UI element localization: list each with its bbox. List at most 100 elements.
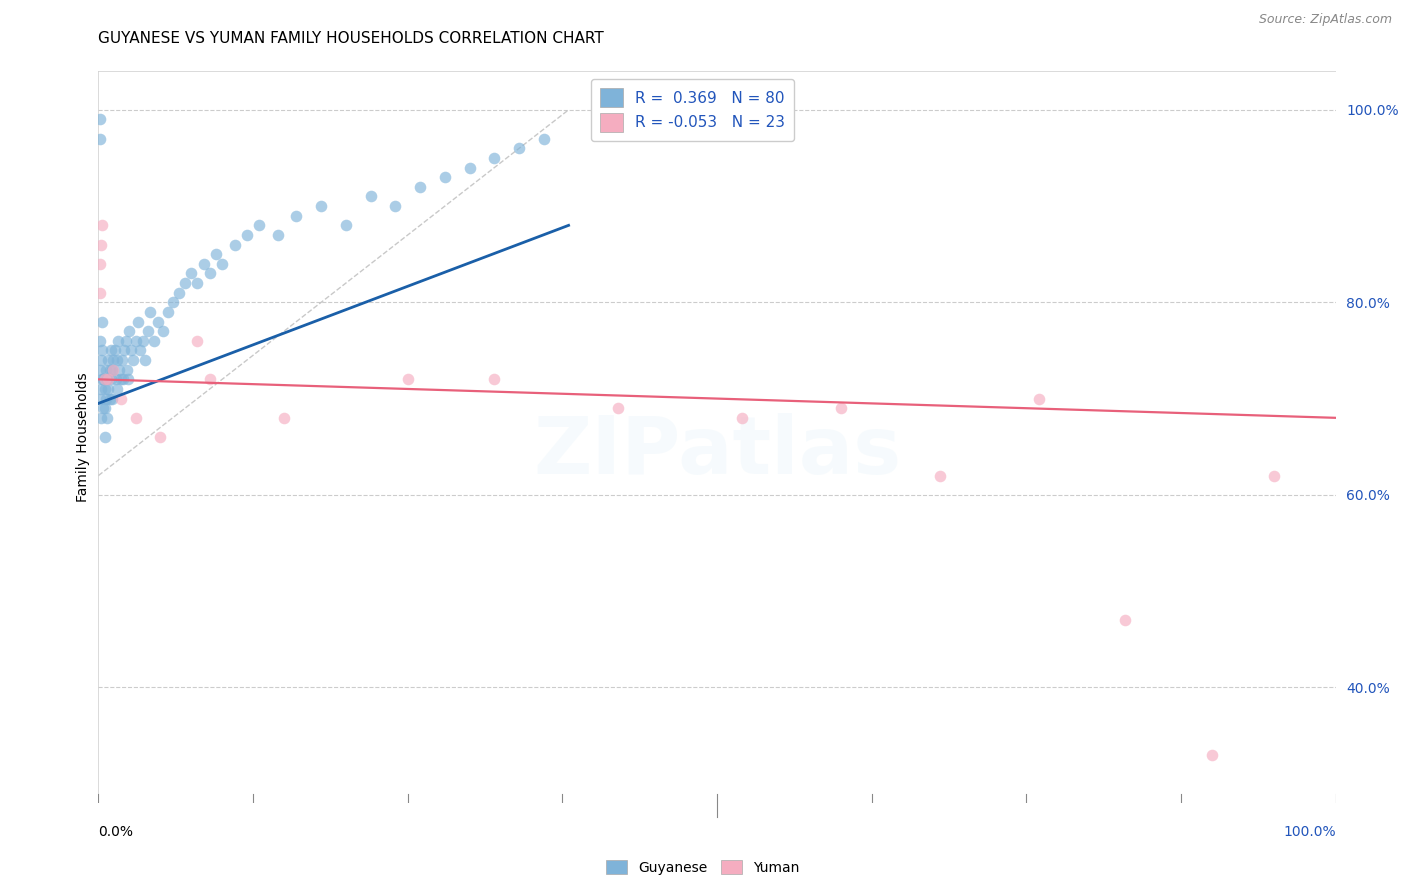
Text: 100.0%: 100.0% [1284,825,1336,839]
Point [108,362,131,376]
Point [236,227,259,242]
Point [120,343,142,358]
Point [110,372,132,386]
Point [115,362,138,376]
Point [205,247,228,261]
Point [107,334,129,348]
Point [89,112,111,127]
Text: GUYANESE VS YUMAN FAMILY HOUSEHOLDS CORRELATION CHART: GUYANESE VS YUMAN FAMILY HOUSEHOLDS CORR… [98,31,605,46]
Point [105,382,128,396]
Point [143,334,166,348]
Point [93,430,115,444]
Point [93,401,115,416]
Point [91,343,114,358]
Point [100,343,122,358]
Point [335,219,357,233]
Point [136,324,159,338]
Point [94,362,117,376]
Point [98,392,121,406]
Point [93,382,115,396]
Point [96,372,118,386]
Point [830,401,852,416]
Point [101,392,124,406]
Point [89,392,111,406]
Point [118,324,141,338]
Point [90,353,112,368]
Point [111,353,134,368]
Point [134,353,156,368]
Point [267,227,290,242]
Point [132,334,155,348]
Point [97,382,120,396]
Point [731,410,754,425]
Point [198,372,221,386]
Point [101,362,124,376]
Point [91,219,114,233]
Point [1263,468,1285,483]
Point [533,132,555,146]
Point [174,276,197,290]
Legend: R =  0.369   N = 80, R = -0.053   N = 23: R = 0.369 N = 80, R = -0.053 N = 23 [591,79,794,141]
Point [285,209,308,223]
Point [124,334,146,348]
Point [433,170,456,185]
Point [146,315,169,329]
Point [114,334,136,348]
Point [104,372,127,386]
Point [186,276,208,290]
Point [91,315,114,329]
Point [122,353,145,368]
Point [180,267,202,281]
Point [156,305,179,319]
Point [384,199,406,213]
Point [89,362,111,376]
Legend: Guyanese, Yuman: Guyanese, Yuman [600,855,806,880]
Point [91,372,114,386]
Point [124,410,146,425]
Point [93,372,115,386]
Point [162,295,184,310]
Point [360,189,382,203]
Text: ZIPatlas: ZIPatlas [533,413,901,491]
Point [100,372,122,386]
Point [928,468,950,483]
Point [103,353,125,368]
Point [458,161,481,175]
Point [224,237,246,252]
Point [89,257,111,271]
Point [127,315,149,329]
Point [89,285,111,300]
Point [112,343,135,358]
Point [273,410,295,425]
Point [484,151,506,165]
Point [139,305,162,319]
Text: 0.0%: 0.0% [98,825,134,839]
Point [90,410,112,425]
Point [110,392,132,406]
Point [1201,747,1223,762]
Point [117,372,139,386]
Point [93,372,115,386]
Point [409,179,432,194]
Point [186,334,208,348]
Point [93,401,115,416]
Point [98,362,121,376]
Point [103,362,125,376]
Point [112,372,135,386]
Point [484,372,506,386]
Point [89,132,111,146]
Point [103,343,125,358]
Point [149,430,172,444]
Point [96,410,118,425]
Point [105,353,128,368]
Point [198,267,221,281]
Point [211,257,233,271]
Point [508,141,530,155]
Point [152,324,174,338]
Point [247,219,270,233]
Point [607,401,630,416]
Point [1028,392,1050,406]
Point [89,334,111,348]
Point [94,392,117,406]
Point [396,372,419,386]
